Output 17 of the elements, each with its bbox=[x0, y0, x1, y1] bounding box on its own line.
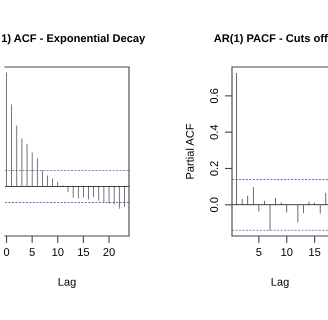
y-tick-label: 0.6 bbox=[210, 88, 218, 104]
x-tick-label: 5 bbox=[256, 248, 262, 256]
y-tick-label: 0.4 bbox=[210, 124, 218, 140]
x-tick-label: 10 bbox=[52, 248, 64, 256]
x-tick-label: 20 bbox=[103, 248, 115, 256]
chart-title: AR(1) PACF - Cuts off bbox=[214, 34, 328, 44]
y-axis-title: Partial ACF bbox=[186, 124, 194, 179]
x-tick-label: 10 bbox=[281, 248, 292, 256]
x-tick-label: 5 bbox=[30, 248, 35, 256]
x-tick-label: 0 bbox=[4, 248, 10, 256]
y-tick-label: 0.2 bbox=[210, 161, 218, 176]
chart-title: 1) ACF - Exponential Decay bbox=[2, 34, 146, 44]
x-tick-label: 15 bbox=[309, 248, 320, 256]
x-axis-title: Lag bbox=[272, 278, 289, 288]
y-tick-label: 0.0 bbox=[210, 197, 218, 212]
x-axis-title: Lag bbox=[58, 278, 76, 288]
x-tick-label: 15 bbox=[78, 248, 90, 256]
